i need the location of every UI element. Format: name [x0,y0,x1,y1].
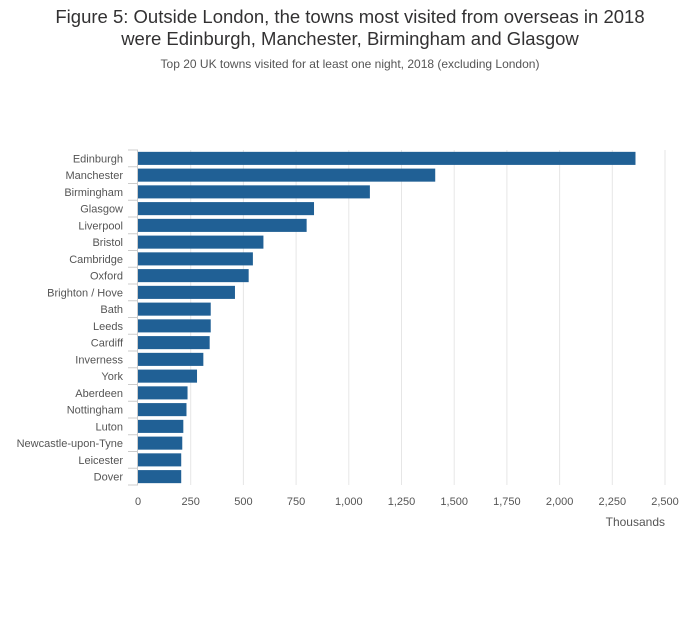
x-tick-label: 2,500 [651,496,679,508]
bar [138,319,211,333]
x-tick-label: 500 [234,496,252,508]
category-label: Aberdeen [75,388,123,400]
category-label: Luton [95,421,123,433]
category-label: Liverpool [78,220,123,232]
category-label: Manchester [66,170,124,182]
bar [138,252,253,266]
bar [138,235,264,249]
category-label: Glasgow [80,204,123,216]
category-label: Leeds [93,321,123,333]
bar [138,168,436,182]
category-label: Newcastle-upon-Tyne [17,438,123,450]
category-label: Bath [100,304,123,316]
x-tick-label: 2,250 [599,496,627,508]
category-label: Birmingham [64,187,123,199]
bar [138,386,188,400]
category-label: Oxford [90,271,123,283]
category-label: Edinburgh [73,153,123,165]
bar [138,419,184,433]
bar [138,185,370,199]
x-tick-label: 250 [182,496,200,508]
category-label: Cambridge [69,254,123,266]
bar [138,453,182,467]
bar [138,269,249,283]
chart-title-line-1: Figure 5: Outside London, the towns most… [55,6,645,27]
bar [138,285,235,299]
category-label: Cardiff [91,338,124,350]
x-tick-label: 1,500 [440,496,468,508]
category-label: Leicester [78,455,123,467]
x-axis-label: Thousands [606,515,665,529]
chart-subtitle: Top 20 UK towns visited for at least one… [160,57,540,71]
category-label: Nottingham [67,405,123,417]
category-label: Bristol [92,237,123,249]
chart-title: Figure 5: Outside London, the towns most… [0,6,700,50]
x-tick-label: 1,000 [335,496,363,508]
bar [138,151,636,165]
bar [138,352,204,366]
bar [138,336,210,350]
x-tick-label: 2,000 [546,496,574,508]
bar [138,218,307,232]
bar [138,302,211,316]
bar [138,403,187,417]
bar [138,436,183,450]
category-label: Inverness [75,354,123,366]
x-tick-label: 1,250 [388,496,416,508]
chart-title-line-2: were Edinburgh, Manchester, Birmingham a… [121,28,579,49]
x-tick-label: 1,750 [493,496,521,508]
category-label: Dover [94,472,124,484]
bar [138,470,182,484]
bar [138,369,198,383]
x-tick-label: 0 [135,496,141,508]
bar [138,202,315,216]
category-label: Brighton / Hove [47,287,123,299]
x-tick-label: 750 [287,496,305,508]
category-label: York [101,371,123,383]
